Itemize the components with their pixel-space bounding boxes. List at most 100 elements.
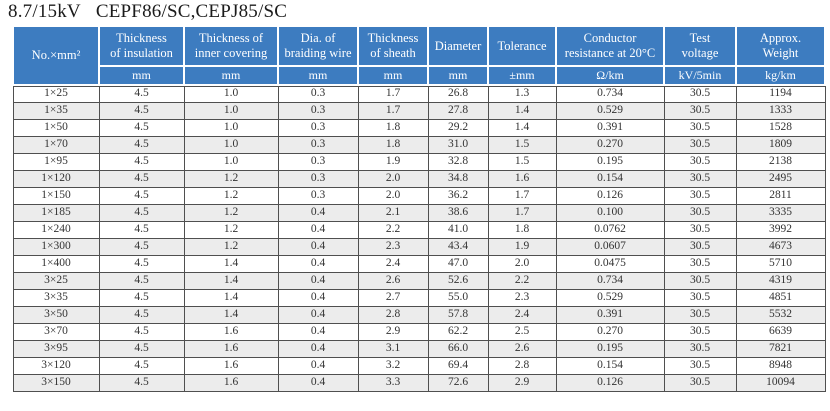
table-cell: 4.5 — [98, 254, 185, 273]
table-cell: 38.6 — [427, 203, 489, 222]
column-header-test-voltage: Test voltage — [663, 25, 737, 67]
table-cell: 27.8 — [427, 101, 489, 120]
table-cell: 1809 — [735, 135, 826, 154]
table-cell: 2811 — [735, 186, 826, 205]
table-cell: 1×95 — [12, 152, 100, 171]
table-cell: 3×70 — [12, 322, 100, 341]
table-cell: 55.0 — [427, 288, 489, 307]
table-cell: 0.0475 — [555, 254, 665, 273]
table-cell: 30.5 — [663, 84, 737, 103]
table-cell: 4.5 — [98, 271, 185, 290]
column-header-approx-weight: Approx. Weight — [735, 25, 826, 67]
table-cell: 2.9 — [357, 322, 429, 341]
table-row: 3×120 4.5 1.6 0.4 3.2 69.4 2.8 0.154 30.5 8948 — [12, 356, 826, 375]
column-header-inner-covering-thickness: Thickness of inner covering — [183, 25, 279, 67]
table-cell: 1.6 — [183, 373, 279, 392]
title-voltage-rating: 8.7/15kV — [8, 1, 81, 22]
page-title: 8.7/15kV CEPF86/SC,CEPJ85/SC — [0, 0, 830, 23]
table-cell: 0.391 — [555, 305, 665, 324]
table-row: 3×35 4.5 1.4 0.4 2.7 55.0 2.3 0.529 30.5 4851 — [12, 288, 826, 307]
table-cell: 1×400 — [12, 254, 100, 273]
table-row: 1×185 4.5 1.2 0.4 2.1 38.6 1.7 0.100 30.5 3335 — [12, 203, 826, 222]
table-cell: 0.195 — [555, 152, 665, 171]
table-cell: 0.270 — [555, 135, 665, 154]
table-cell: 52.6 — [427, 271, 489, 290]
table-cell: 4.5 — [98, 339, 185, 358]
table-cell: 34.8 — [427, 169, 489, 188]
table-cell: 0.126 — [555, 373, 665, 392]
table-cell: 1.0 — [183, 152, 279, 171]
table-cell: 30.5 — [663, 288, 737, 307]
table-cell: 2.6 — [487, 339, 557, 358]
table-cell: 3×25 — [12, 271, 100, 290]
table-cell: 1×70 — [12, 135, 100, 154]
table-cell: 2495 — [735, 169, 826, 188]
table-cell: 4.5 — [98, 152, 185, 171]
table-row: 1×150 4.5 1.2 0.3 2.0 36.2 1.7 0.126 30.5 2811 — [12, 186, 826, 205]
table-cell: 1.8 — [357, 118, 429, 137]
table-cell: 5532 — [735, 305, 826, 324]
unit-insulation: mm — [98, 65, 185, 86]
table-cell: 1×150 — [12, 186, 100, 205]
table-cell: 30.5 — [663, 135, 737, 154]
table-cell: 0.3 — [277, 186, 359, 205]
table-cell: 30.5 — [663, 237, 737, 256]
table-cell: 0.391 — [555, 118, 665, 137]
table-row: 1×300 4.5 1.2 0.4 2.3 43.4 1.9 0.0607 30.5 4673 — [12, 237, 826, 256]
table-cell: 3992 — [735, 220, 826, 239]
unit-resistance: Ω/km — [555, 65, 665, 86]
table-body: 1×25 4.5 1.0 0.3 1.7 26.8 1.3 0.734 30.5 1194 1×35… — [12, 84, 826, 392]
table-cell: 30.5 — [663, 356, 737, 375]
table-cell: 2.3 — [487, 288, 557, 307]
table-cell: 30.5 — [663, 169, 737, 188]
unit-inner-covering: mm — [183, 65, 279, 86]
table-cell: 0.4 — [277, 220, 359, 239]
table-cell: 66.0 — [427, 339, 489, 358]
table-cell: 4.5 — [98, 356, 185, 375]
table-cell: 2.2 — [487, 271, 557, 290]
table-cell: 4.5 — [98, 322, 185, 341]
table-cell: 47.0 — [427, 254, 489, 273]
table-cell: 30.5 — [663, 322, 737, 341]
table-cell: 1.5 — [487, 152, 557, 171]
units-row: mm mm mm mm mm ±mm Ω/km kV/5min kg/km — [13, 65, 826, 86]
table-row: 1×70 4.5 1.0 0.3 1.8 31.0 1.5 0.270 30.5 1809 — [12, 135, 826, 154]
table-cell: 1.2 — [183, 186, 279, 205]
table-cell: 1.2 — [183, 203, 279, 222]
table-cell: 4.5 — [98, 186, 185, 205]
table-cell: 2.0 — [487, 254, 557, 273]
table-cell: 6639 — [735, 322, 826, 341]
table-cell: 1×35 — [12, 101, 100, 120]
table-cell: 1.4 — [487, 118, 557, 137]
table-cell: 1.5 — [487, 135, 557, 154]
table-cell: 3×35 — [12, 288, 100, 307]
table-cell: 30.5 — [663, 373, 737, 392]
table-cell: 1.0 — [183, 84, 279, 103]
unit-test-voltage: kV/5min — [663, 65, 737, 86]
table-row: 3×70 4.5 1.6 0.4 2.9 62.2 2.5 0.270 30.5 6639 — [12, 322, 826, 341]
table-row: 1×50 4.5 1.0 0.3 1.8 29.2 1.4 0.391 30.5 1528 — [12, 118, 826, 137]
table-cell: 3×50 — [12, 305, 100, 324]
table-cell: 57.8 — [427, 305, 489, 324]
table-cell: 0.4 — [277, 356, 359, 375]
table-cell: 1.6 — [487, 169, 557, 188]
table-cell: 2.0 — [357, 169, 429, 188]
table-cell: 4.5 — [98, 220, 185, 239]
unit-tolerance: ±mm — [487, 65, 557, 86]
table-cell: 1.9 — [487, 237, 557, 256]
table-cell: 3.3 — [357, 373, 429, 392]
table-cell: 1.2 — [183, 169, 279, 188]
table-cell: 1.6 — [183, 322, 279, 341]
table-cell: 2.4 — [357, 254, 429, 273]
table-cell: 1.0 — [183, 118, 279, 137]
table-cell: 10094 — [735, 373, 826, 392]
table-cell: 1.4 — [183, 305, 279, 324]
table-cell: 2.1 — [357, 203, 429, 222]
table-cell: 0.0762 — [555, 220, 665, 239]
table-cell: 1.0 — [183, 135, 279, 154]
table-cell: 3.2 — [357, 356, 429, 375]
table-cell: 2.0 — [357, 186, 429, 205]
table-cell: 4.5 — [98, 135, 185, 154]
table-cell: 1528 — [735, 118, 826, 137]
table-cell: 2.8 — [487, 356, 557, 375]
